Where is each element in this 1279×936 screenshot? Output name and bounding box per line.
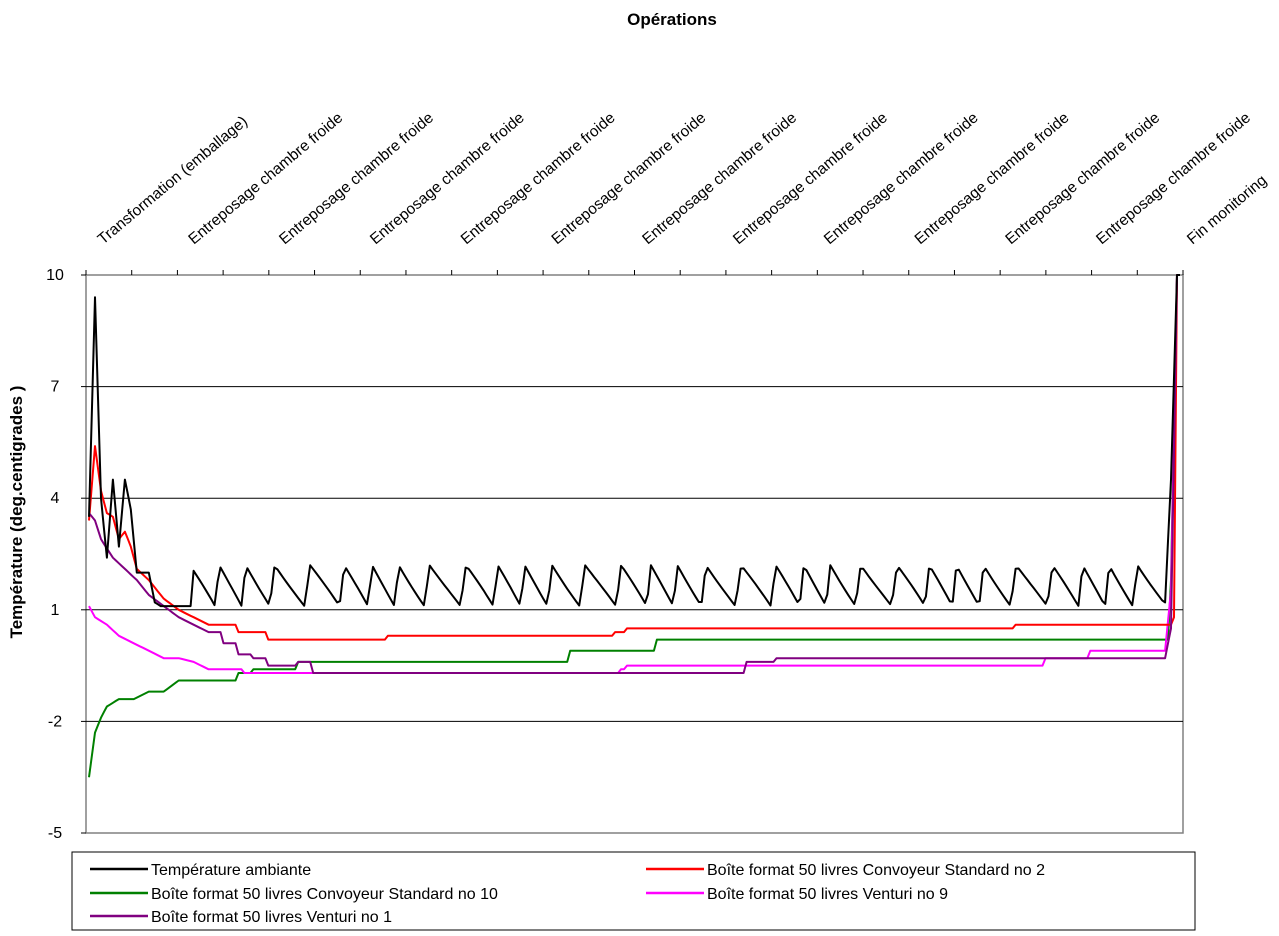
- x-category-label: Entreposage chambre froide: [639, 109, 800, 248]
- gridlines: [81, 274, 1183, 834]
- series-lines: [88, 274, 1180, 778]
- x-axis-title: Opérations: [627, 10, 717, 29]
- y-tick-label: 4: [51, 490, 60, 507]
- x-category-label: Entreposage chambre froide: [549, 109, 710, 248]
- y-axis-title: Température (deg.centigrades ): [7, 386, 26, 639]
- series-line-0: [88, 274, 1180, 608]
- legend-entry: Boîte format 50 livres Venturi no 9: [707, 886, 948, 903]
- series-line-2: [88, 274, 1180, 778]
- legend-entry: Température ambiante: [151, 862, 311, 879]
- legend-entry: Boîte format 50 livres Convoyeur Standar…: [151, 886, 498, 903]
- legend-entry: Boîte format 50 livres Venturi no 1: [151, 909, 392, 926]
- x-category-label: Entreposage chambre froide: [367, 109, 528, 248]
- y-tick-label: -5: [48, 825, 62, 842]
- x-category-label: Entreposage chambre froide: [276, 109, 437, 248]
- x-category-label: Entreposage chambre froide: [185, 109, 346, 248]
- x-category-label: Entreposage chambre froide: [912, 109, 1073, 248]
- x-category-label: Entreposage chambre froide: [458, 109, 619, 248]
- x-category-label: Entreposage chambre froide: [730, 109, 891, 248]
- series-line-4: [88, 274, 1180, 674]
- x-axis-ticks: [85, 270, 1184, 275]
- x-category-label: Fin monitoring: [1184, 172, 1270, 248]
- plot-frame: [85, 274, 1184, 834]
- y-tick-label: 7: [51, 379, 60, 396]
- series-line-3: [88, 274, 1180, 674]
- x-category-label: Entreposage chambre froide: [821, 109, 982, 248]
- x-category-label: Entreposage chambre froide: [1002, 109, 1163, 248]
- x-category-label: Transformation (emballage): [95, 113, 251, 248]
- x-category-label: Entreposage chambre froide: [1093, 109, 1254, 248]
- y-tick-label: 1: [51, 602, 60, 619]
- series-line-1: [88, 274, 1180, 641]
- y-tick-label: -2: [48, 713, 62, 730]
- plot-area: [85, 274, 1184, 834]
- legend: Température ambiante Boîte format 50 livr…: [71, 851, 1196, 931]
- y-axis-labels: 10 7 4 1 -2 -5: [46, 267, 64, 842]
- y-tick-label: 10: [46, 267, 64, 284]
- legend-entry: Boîte format 50 livres Convoyeur Standar…: [707, 862, 1045, 879]
- x-axis-labels: Transformation (emballage)Entreposage ch…: [95, 109, 1270, 248]
- legend-box: [71, 851, 1196, 931]
